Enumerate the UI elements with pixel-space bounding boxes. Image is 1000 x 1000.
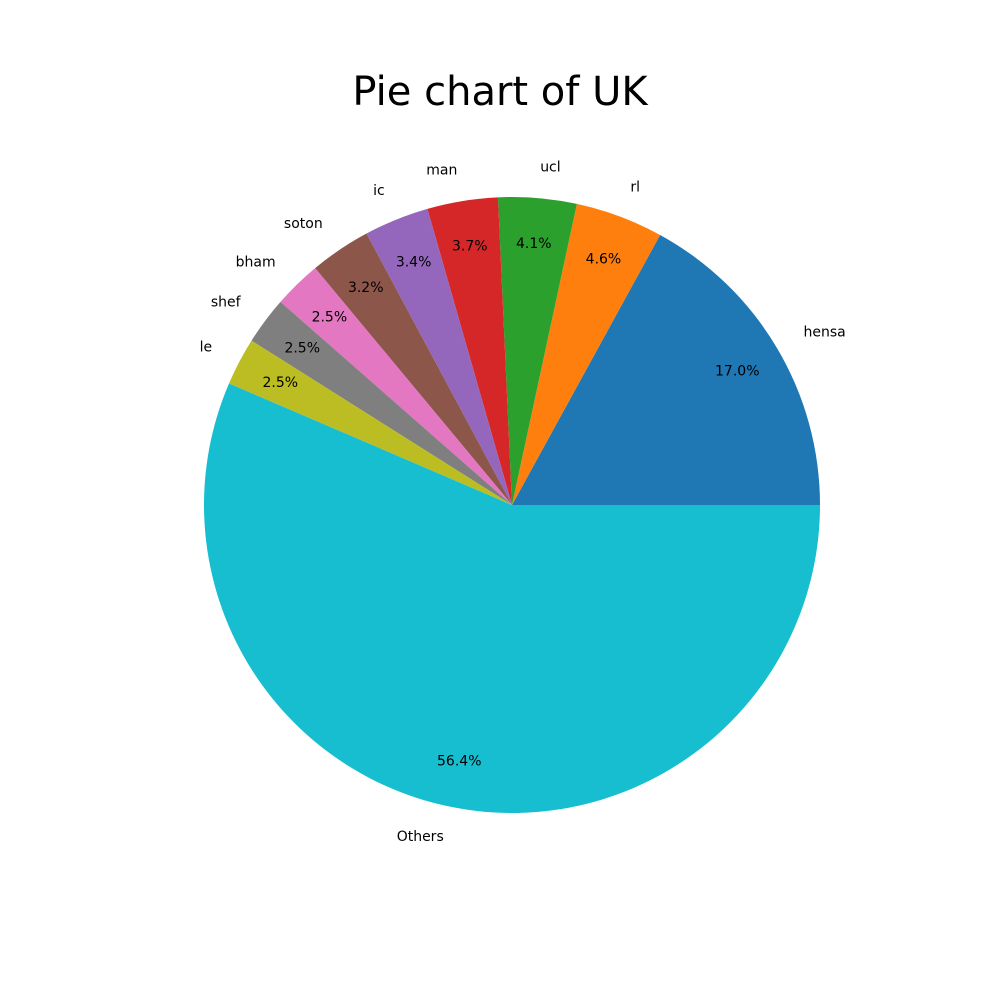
pie-slice-ucl (497, 197, 577, 505)
pie-slice-bham (280, 268, 512, 505)
percent-label-man: 3.7% (452, 239, 488, 255)
pie-slice-hensa (512, 234, 820, 506)
percent-label-shef: 2.5% (284, 340, 320, 356)
percent-label-soton: 3.2% (348, 280, 384, 296)
slice-label-rl: rl (630, 180, 640, 196)
percent-label-bham: 2.5% (312, 309, 348, 325)
percent-label-hensa: 17.0% (715, 364, 759, 380)
slice-label-man: man (426, 163, 457, 179)
percent-label-ic: 3.4% (396, 254, 432, 270)
percent-label-ucl: 4.1% (516, 236, 552, 252)
pie-slice-ic (366, 208, 512, 505)
percent-label-le: 2.5% (263, 375, 299, 391)
chart-title: Pie chart of UK (352, 69, 648, 115)
slice-label-ic: ic (373, 183, 385, 199)
pie-slice-shef (251, 301, 513, 505)
slice-label-soton: soton (284, 216, 323, 232)
pie-slice-le (228, 340, 512, 505)
slice-label-ucl: ucl (540, 159, 560, 175)
slice-label-others: Others (397, 829, 444, 845)
pie-slice-others (203, 383, 821, 814)
slice-label-shef: shef (211, 294, 242, 310)
slice-label-le: le (200, 339, 213, 355)
slice-label-bham: bham (236, 254, 276, 270)
percent-label-others: 56.4% (437, 753, 481, 769)
pie-slice-soton (315, 233, 512, 505)
slice-label-hensa: hensa (804, 324, 846, 340)
pie-slice-man (427, 197, 512, 506)
pie-slice-rl (512, 203, 661, 506)
percent-label-rl: 4.6% (586, 252, 622, 268)
